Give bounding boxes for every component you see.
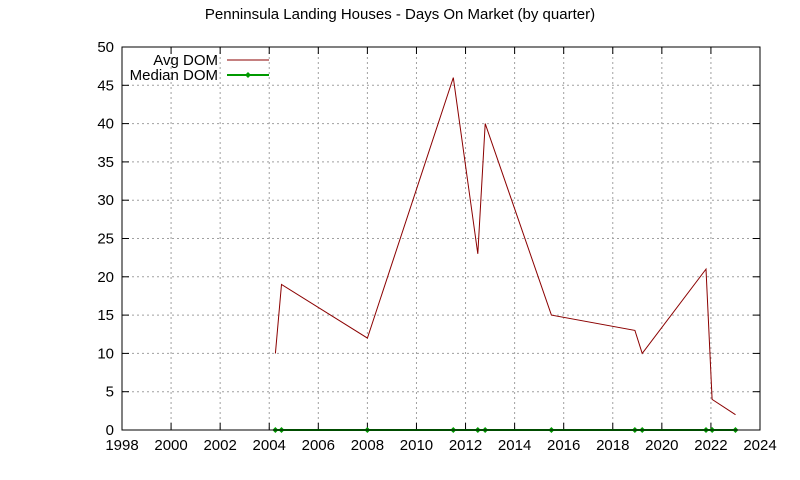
legend-label-median-dom: Median DOM [130, 67, 218, 84]
x-tick-label: 2012 [449, 437, 482, 454]
y-tick-label: 5 [106, 384, 114, 401]
grid-lines [122, 47, 760, 430]
y-tick-label: 45 [97, 77, 114, 94]
x-tick-label: 1998 [105, 437, 138, 454]
avg-dom-line [274, 77, 736, 416]
x-tick-label: 2018 [596, 437, 629, 454]
x-tick-label: 2016 [547, 437, 580, 454]
x-tick-label: 2010 [400, 437, 433, 454]
x-tick-label: 2000 [154, 437, 187, 454]
legend-label-avg-dom: Avg DOM [153, 52, 218, 69]
chart-title: Penninsula Landing Houses - Days On Mark… [205, 6, 595, 23]
plot-frame [121, 46, 761, 431]
y-tick-label: 30 [97, 192, 114, 209]
y-tick-label: 0 [106, 422, 114, 439]
y-tick-label: 25 [97, 231, 114, 248]
y-tick-label: 15 [97, 307, 114, 324]
x-tick-label: 2022 [694, 437, 727, 454]
x-tick-label: 2004 [253, 437, 286, 454]
x-tick-label: 2002 [203, 437, 236, 454]
x-tick-label: 2014 [498, 437, 531, 454]
x-tick-label: 2024 [743, 437, 776, 454]
axis-ticks: 0 5 10 15 20 25 30 35 40 45 50 1998 2000 2002 2004 2006… [97, 39, 776, 454]
x-tick-label: 2006 [302, 437, 335, 454]
y-tick-label: 35 [97, 154, 114, 171]
x-tick-label: 2008 [351, 437, 384, 454]
y-tick-label: 10 [97, 345, 114, 362]
y-tick-label: 40 [97, 116, 114, 133]
y-tick-label: 20 [97, 269, 114, 286]
y-tick-label: 50 [97, 39, 114, 56]
legend-marker-median-dom [245, 72, 251, 78]
series-layer [272, 77, 739, 433]
x-tick-label: 2020 [645, 437, 678, 454]
